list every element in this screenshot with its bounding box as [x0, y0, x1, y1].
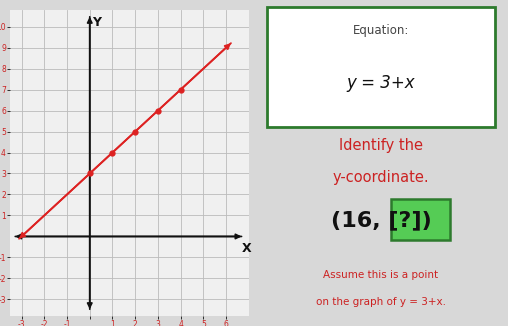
Text: Y: Y [92, 16, 101, 29]
Text: Assume this is a point: Assume this is a point [324, 271, 438, 280]
Text: (16, [?]): (16, [?]) [331, 210, 431, 230]
Text: y = 3+x: y = 3+x [346, 74, 416, 92]
Text: Identify the: Identify the [339, 138, 423, 153]
Text: Equation:: Equation: [353, 24, 409, 37]
FancyBboxPatch shape [267, 7, 495, 127]
Text: X: X [242, 242, 251, 255]
Text: y-coordinate.: y-coordinate. [333, 170, 429, 185]
Text: on the graph of y = 3+x.: on the graph of y = 3+x. [316, 297, 446, 306]
FancyBboxPatch shape [391, 199, 450, 240]
